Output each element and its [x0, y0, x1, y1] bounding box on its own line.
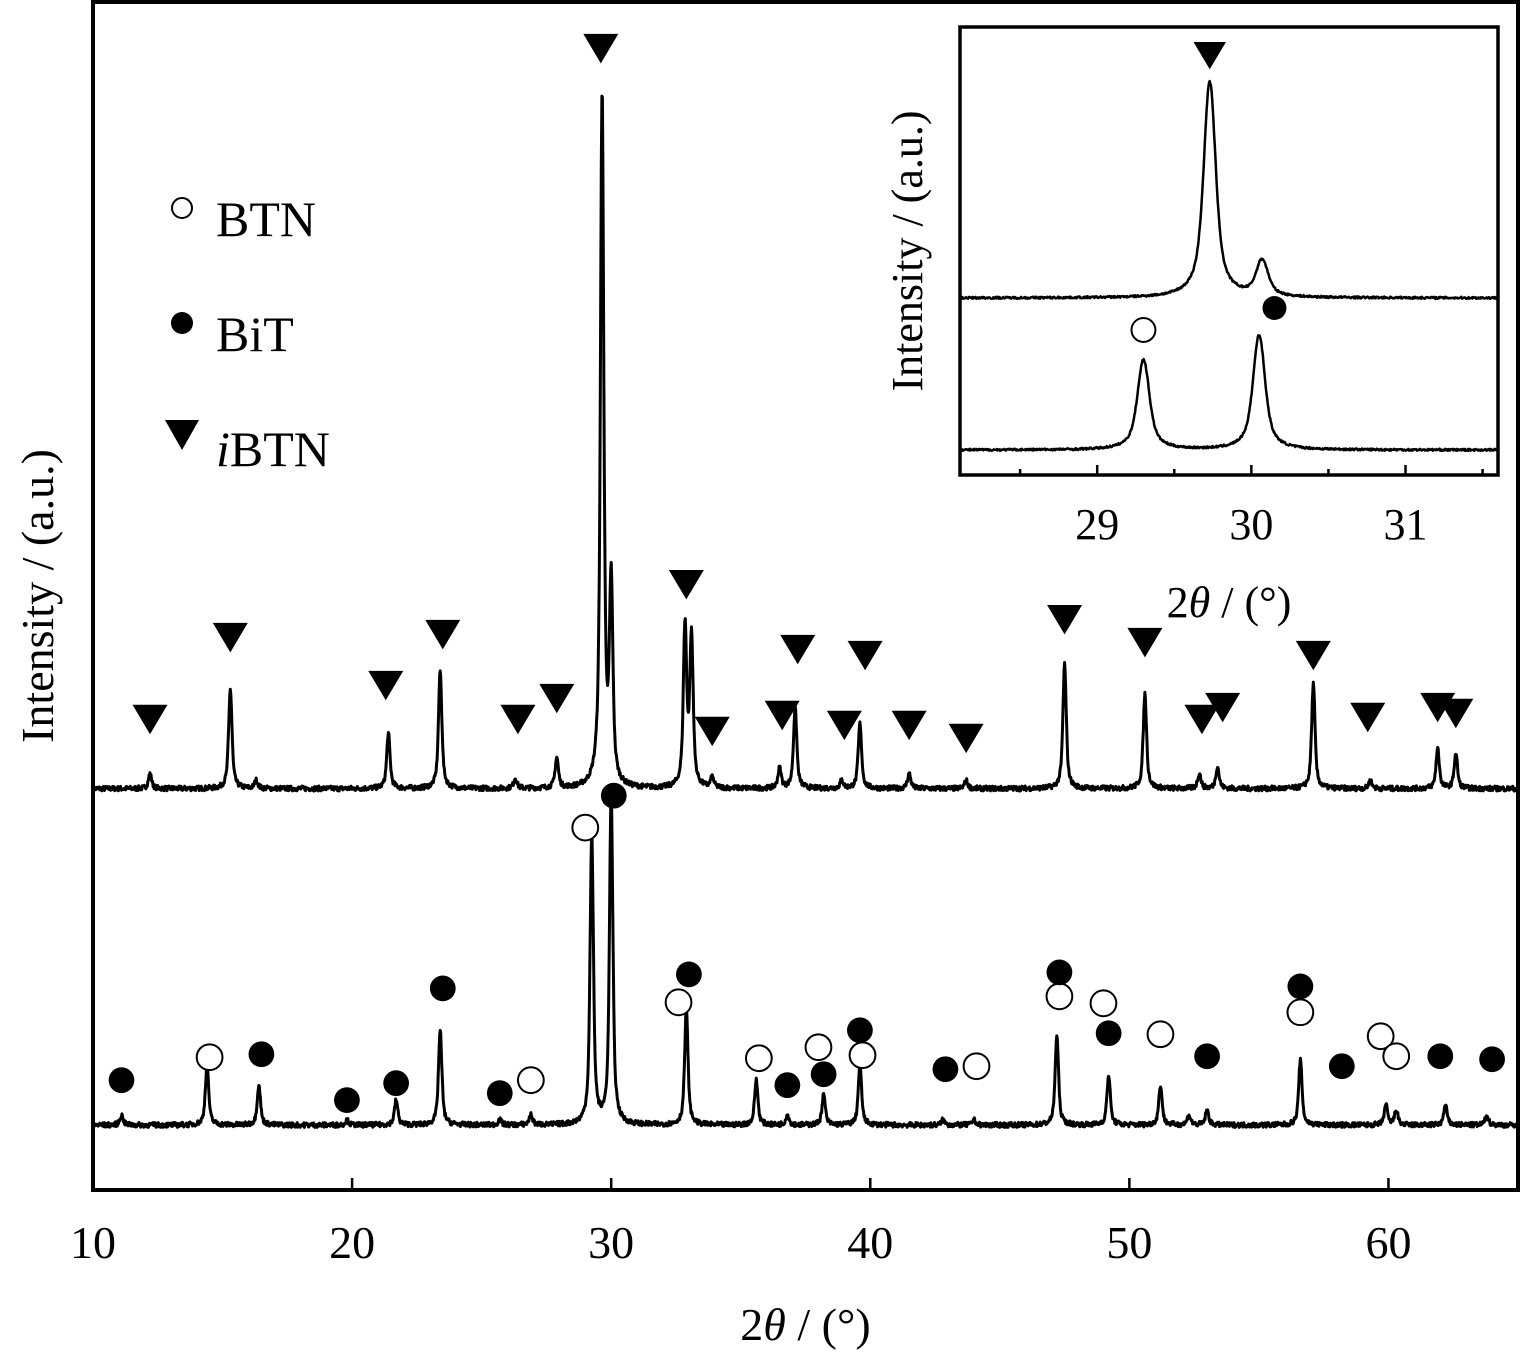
- filled-circle-marker: [847, 1017, 873, 1044]
- x-tick-label: 30: [588, 1217, 634, 1268]
- triangle-marker: [583, 33, 619, 64]
- x-tick-label: 40: [847, 1217, 893, 1268]
- triangle-marker: [668, 570, 704, 600]
- x-tick-label: 20: [329, 1217, 375, 1268]
- triangle-marker: [1438, 698, 1474, 729]
- filled-circle-marker: [1095, 1020, 1122, 1047]
- main-plot: 10 20 30 40 50 60 2θ / (°) Intensity / (a.u.): [12, 0, 1520, 1350]
- open-circle-marker: [664, 988, 693, 1017]
- filled-circle-marker: [932, 1056, 959, 1083]
- filled-circle-marker: [1328, 1053, 1355, 1080]
- trace-0: [91, 94, 1519, 793]
- x-tick-label: 29: [1075, 500, 1119, 549]
- trace-1: [959, 334, 1499, 453]
- filled-circle-marker: [676, 961, 702, 988]
- trace-1: [91, 790, 1519, 1129]
- triangle-marker: [1350, 702, 1386, 733]
- filled-circle-marker: [248, 1041, 275, 1068]
- triangle-marker: [500, 704, 536, 735]
- x-tick-label: 10: [70, 1217, 116, 1268]
- x-axis-label: 2θ / (°): [740, 1299, 870, 1350]
- legend-label: BiT: [216, 306, 294, 362]
- inset-plot: 29 30 31 2θ / (°) Intensity / (a.u.): [883, 25, 1500, 627]
- open-circle-marker: [804, 1033, 833, 1062]
- filled-circle-marker: [810, 1061, 837, 1088]
- filled-circle-marker: [486, 1080, 513, 1107]
- filled-circle-marker: [774, 1072, 801, 1099]
- triangle-marker: [1184, 704, 1220, 735]
- triangle-marker: [368, 670, 404, 701]
- open-circle-marker: [1382, 1042, 1411, 1071]
- plot-frame: [91, 0, 1520, 1192]
- triangle-marker: [694, 716, 730, 747]
- filled-circle-marker: [600, 782, 627, 809]
- legend-triangle-icon: [165, 420, 199, 450]
- filled-circle-marker: [1287, 973, 1314, 1000]
- open-circle-marker: [1045, 982, 1074, 1011]
- legend: BTN BiT iBTN: [165, 191, 330, 477]
- x-tick-label: 50: [1106, 1217, 1152, 1268]
- open-circle-marker: [744, 1044, 773, 1073]
- y-axis-label: Intensity / (a.u.): [883, 110, 932, 391]
- filled-circle-marker: [1479, 1046, 1505, 1073]
- open-circle-marker: [195, 1043, 224, 1072]
- triangle-marker: [1127, 627, 1163, 658]
- triangle-marker: [1047, 604, 1083, 635]
- filled-circle-marker: [429, 975, 456, 1002]
- legend-open-circle-icon: [171, 197, 193, 219]
- triangle-marker: [764, 700, 800, 731]
- inset-background: [960, 27, 1498, 475]
- x-axis-label: 2θ / (°): [1167, 578, 1292, 627]
- y-axis-label: Intensity / (a.u.): [12, 449, 63, 743]
- triangle-marker: [826, 710, 862, 741]
- filled-circle-marker: [1194, 1043, 1220, 1070]
- open-circle-marker: [1130, 317, 1157, 343]
- triangle-marker: [948, 723, 984, 754]
- plot-frame: [958, 25, 1500, 477]
- triangle-marker: [847, 640, 883, 671]
- filled-circle-marker: [108, 1067, 135, 1094]
- triangle-marker: [780, 634, 816, 665]
- x-tick-label: 60: [1365, 1217, 1411, 1268]
- triangle-marker: [132, 704, 168, 735]
- x-tick-label: 31: [1384, 500, 1428, 549]
- filled-circle-marker: [383, 1070, 410, 1097]
- triangle-marker: [1295, 640, 1331, 671]
- open-circle-marker: [848, 1041, 877, 1070]
- open-circle-marker: [571, 813, 600, 842]
- x-tick-label: 30: [1229, 500, 1273, 549]
- triangle-marker: [1193, 42, 1226, 70]
- legend-label: BTN: [216, 191, 316, 247]
- open-circle-marker: [962, 1052, 991, 1081]
- legend-label: iBTN: [216, 421, 330, 477]
- triangle-marker: [425, 619, 461, 650]
- trace-0: [958, 79, 1499, 301]
- triangle-marker: [212, 622, 248, 653]
- open-circle-marker: [1089, 989, 1118, 1018]
- filled-circle-marker: [1046, 959, 1073, 986]
- open-circle-marker: [1366, 1022, 1395, 1051]
- open-circle-marker: [516, 1066, 545, 1095]
- filled-circle-marker: [1262, 296, 1287, 320]
- open-circle-marker: [1146, 1020, 1175, 1049]
- open-circle-marker: [1286, 998, 1315, 1027]
- filled-circle-marker: [1427, 1043, 1454, 1070]
- triangle-marker: [539, 683, 575, 714]
- legend-filled-circle-icon: [171, 312, 193, 334]
- filled-circle-marker: [334, 1087, 360, 1114]
- triangle-marker: [891, 710, 927, 741]
- triangle-marker: [1205, 692, 1241, 723]
